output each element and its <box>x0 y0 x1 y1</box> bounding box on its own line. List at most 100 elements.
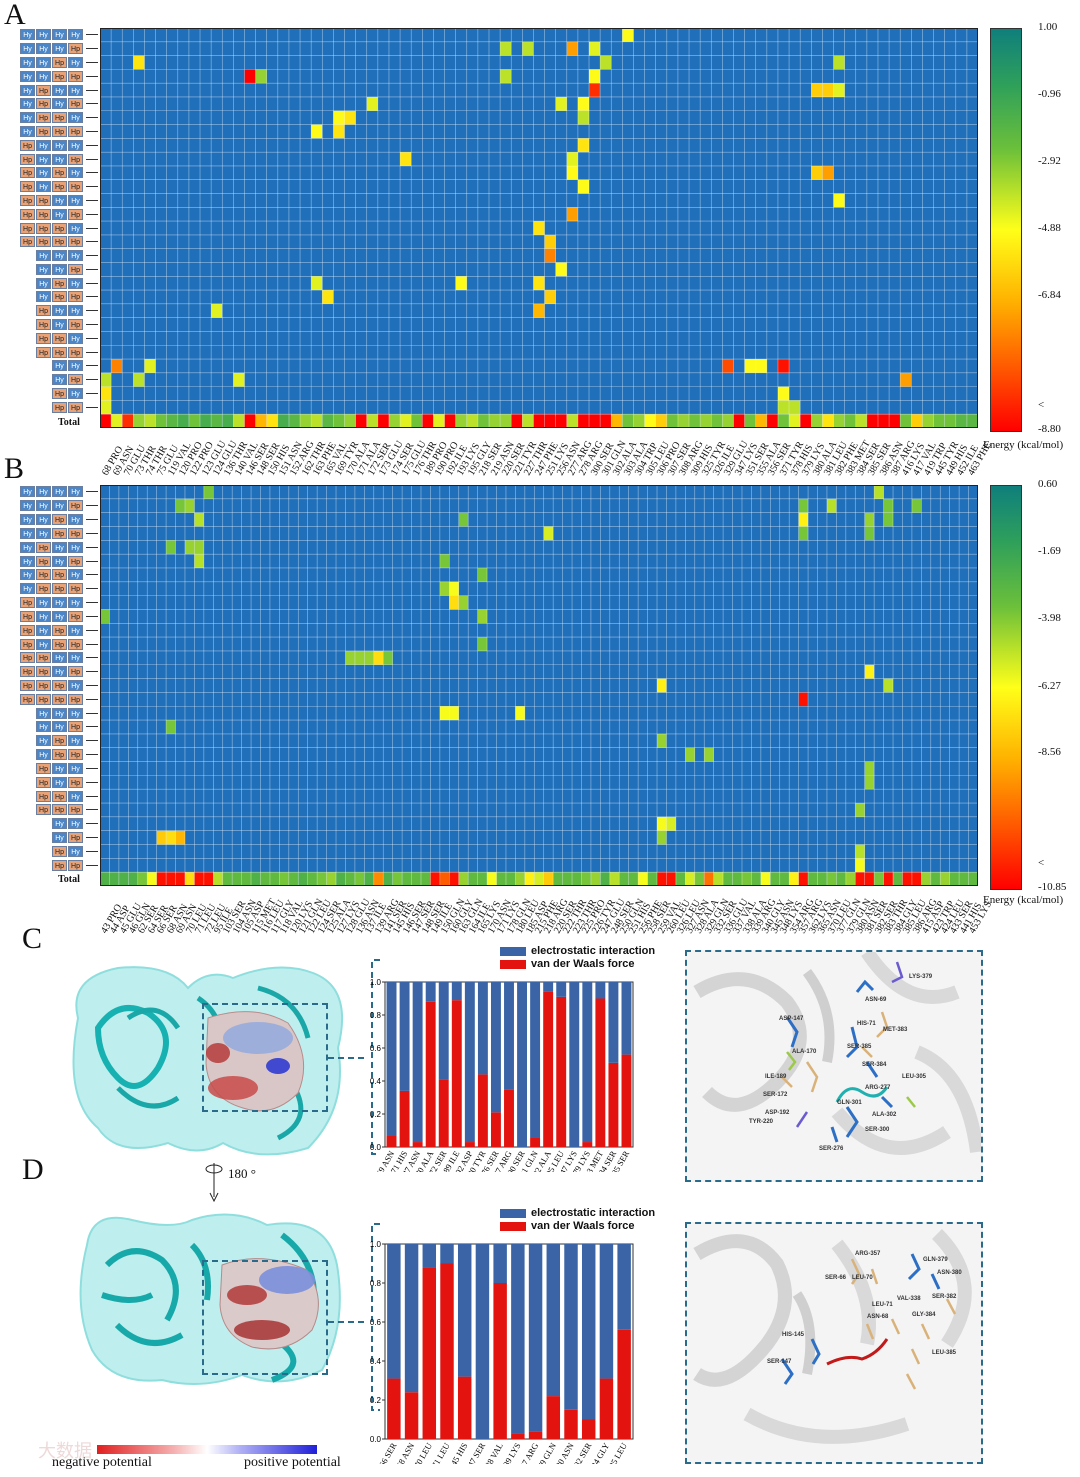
row-tick <box>86 213 98 215</box>
bar-electrostatic <box>451 982 462 1001</box>
bar-electrostatic <box>422 1244 437 1268</box>
heatmap_A-total-cell <box>277 414 289 428</box>
row-tag: Hy <box>20 555 35 567</box>
heatmap_B-total-cell <box>751 872 761 886</box>
heatmap_B-total-cell <box>326 872 337 886</box>
row-tag: Hp <box>36 652 51 664</box>
row-tick <box>86 158 98 160</box>
heatmap_A-cell <box>144 359 156 373</box>
row-tag: Hy <box>20 56 35 68</box>
heatmap_B-cell <box>826 498 837 513</box>
heatmap_B-total-cell <box>515 872 525 886</box>
heatmap_B-total-cell <box>100 872 110 886</box>
heatmap_A-total-cell <box>155 414 167 428</box>
row-tag: Hp <box>52 693 67 705</box>
heatmap_B-total-cell <box>222 872 233 886</box>
heatmap_A-total-cell <box>722 414 734 428</box>
row-tag: Hy <box>68 388 83 400</box>
panel-label-b: B <box>4 452 25 485</box>
row-tag: Hy <box>68 624 83 636</box>
colorbar-tick-label: 0.60 <box>1038 478 1058 490</box>
row-tick <box>86 130 98 132</box>
row-tag: Hy <box>36 610 51 622</box>
heatmap_B-total-cell <box>713 872 724 886</box>
heatmap-b-total-label: Total <box>58 874 80 885</box>
row-tick <box>86 172 98 174</box>
row-tick <box>86 643 98 645</box>
bar-electrostatic <box>556 982 567 997</box>
row-tick <box>86 615 98 617</box>
residue-label: ASN-68 <box>867 1314 889 1320</box>
bar-vdw <box>608 1062 619 1147</box>
row-tag: Hp <box>36 693 51 705</box>
heatmap_A-total-cell <box>744 414 756 428</box>
legend-vdw-c: van der Waals force <box>500 958 635 970</box>
heatmap_B-cell <box>439 554 450 568</box>
row-tag: Hy <box>20 98 35 110</box>
heatmap_B-total-cell <box>534 872 544 886</box>
heatmap_B-cell <box>704 747 714 762</box>
row-tick <box>86 754 98 756</box>
heatmap_B-total-cell <box>203 872 214 886</box>
heatmap_B-total-cell <box>402 872 412 886</box>
heatmap_A-cell <box>622 28 634 42</box>
bar-vdw <box>556 996 567 1147</box>
row-tag: Hp <box>68 638 83 650</box>
heatmap_A-cell <box>833 55 845 70</box>
row-tag: Hy <box>52 818 67 830</box>
heatmap_B-cell <box>354 650 365 665</box>
bar-electrostatic <box>412 982 423 1143</box>
heatmap_A-cell <box>822 83 834 97</box>
heatmap_A-cell <box>577 179 590 194</box>
heatmap_B-cell <box>194 554 204 568</box>
protein-structure-c <box>72 966 344 1156</box>
bar-electrostatic <box>581 1244 596 1420</box>
heatmap_A-cell <box>400 152 412 166</box>
row-tag: Hp <box>36 762 51 774</box>
heatmap_B-total-cell <box>647 872 658 886</box>
residue-label: ASN-380 <box>937 1270 962 1276</box>
row-tag: Hp <box>36 555 51 567</box>
heatmap_B-cell <box>515 706 525 721</box>
heatmap_A-total-cell <box>188 414 201 428</box>
heatmap_A-cell <box>577 96 590 111</box>
binding-site-zoom-d: ARG-357 GLN-379 SER-66 LEU-70 ASN-380 VAL-338… <box>685 1222 983 1464</box>
heatmap_A-total-cell <box>733 414 745 428</box>
heatmap_B-total-cell <box>883 872 894 886</box>
heatmap_B-total-cell <box>392 872 403 886</box>
residue-label: ALA-170 <box>792 1049 817 1055</box>
heatmap_B-total-cell <box>685 872 695 886</box>
heatmap_A-total-cell <box>111 414 123 428</box>
heatmap_B-total-cell <box>241 872 252 886</box>
residue-label: LEU-71 <box>872 1302 893 1308</box>
row-tag: Hy <box>68 707 83 719</box>
row-tag: Hp <box>20 153 35 165</box>
colorbar-tick-label: < <box>1038 398 1045 411</box>
heatmap_B-total-cell <box>968 872 978 886</box>
row-tag: Hp <box>68 749 83 761</box>
colorbar-tick-label: -8.56 <box>1038 746 1061 759</box>
heatmap_A-total-cell <box>822 414 834 428</box>
row-tag: Hy <box>52 250 67 262</box>
heatmap_A-total-cell <box>255 414 267 428</box>
heatmap_A-total-cell <box>544 414 556 428</box>
heatmap_B-total-cell <box>675 872 686 886</box>
row-tick <box>86 657 98 659</box>
heatmap_B-total-cell <box>430 872 440 886</box>
row-tag: Hy <box>68 680 83 691</box>
bar-vdw <box>595 998 606 1147</box>
colorbar-tick-label: -1.69 <box>1038 544 1061 557</box>
heatmap_A-cell <box>777 359 790 373</box>
row-tag: Hp <box>68 401 83 413</box>
heatmap_A-cell <box>833 83 845 97</box>
row-tick <box>86 850 98 852</box>
heatmap_A-total-cell <box>200 414 212 428</box>
heatmap_A-cell <box>755 359 767 373</box>
row-tick <box>86 588 98 590</box>
heatmap_A-total-cell <box>400 414 412 428</box>
heatmap_B-total-cell <box>496 872 506 886</box>
row-tag: Hp <box>36 194 51 206</box>
row-tag: Hy <box>68 277 83 289</box>
heatmap_B-total-cell <box>911 872 922 886</box>
